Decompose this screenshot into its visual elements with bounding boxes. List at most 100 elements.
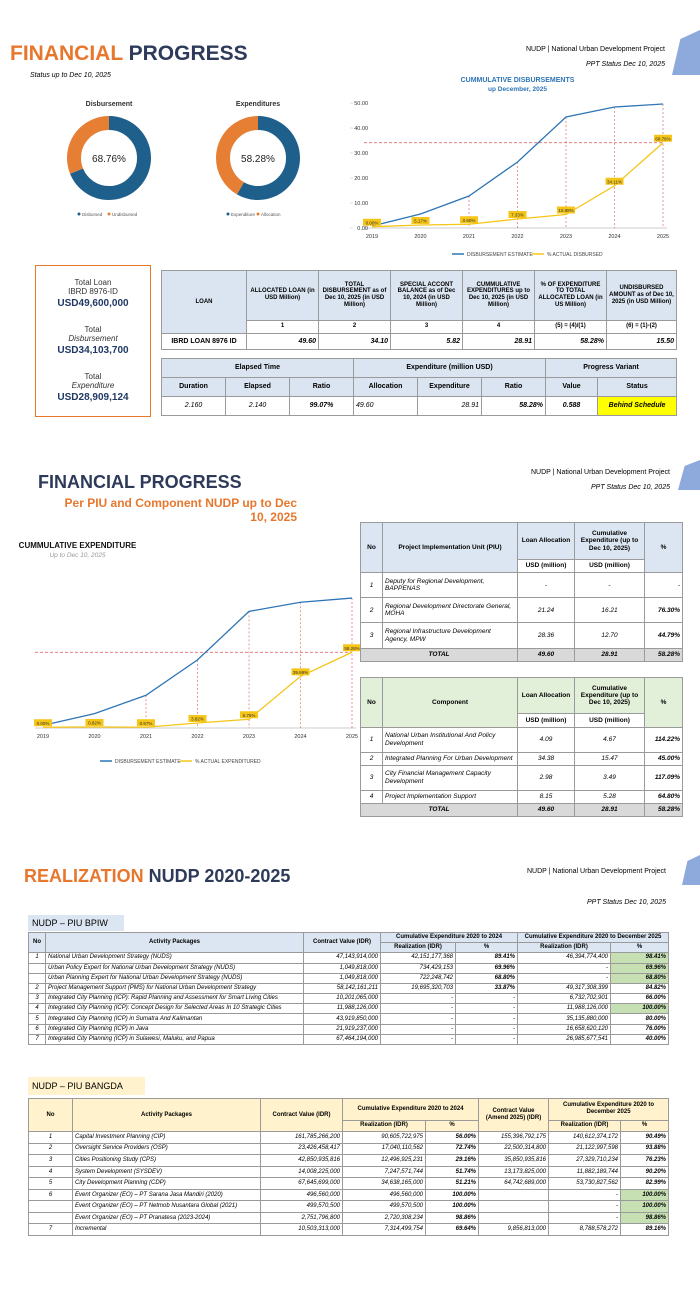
table-row: 4 System Development (SYSDEV) 14,008,225,0…: [28, 1165, 670, 1179]
header-cell: USD (million): [517, 558, 575, 574]
header-cell: Status: [597, 377, 678, 397]
table-cell: 98.86%: [620, 1211, 670, 1225]
point-label-box: [34, 719, 52, 727]
table-row: 2 Project Management Support (PMS) for Na…: [28, 982, 670, 995]
table-cell: 76.00%: [610, 1023, 670, 1035]
header-cell: Expenditure: [417, 377, 482, 397]
table-cell: 51.74%: [424, 1165, 480, 1179]
point-label-box: [460, 216, 478, 224]
table-row: 2 Integrated Planning For Urban Developme…: [360, 751, 683, 766]
x-tick-label: 2023: [560, 234, 572, 240]
table-cell: 90,605,722,975: [342, 1131, 426, 1144]
table-cell: 15.47: [574, 751, 645, 766]
table-row: 2.160 2.140 99.07% 49.60 28.91 58.28% 0.588 Beh…: [161, 396, 678, 416]
table-cell: 1: [28, 1131, 73, 1144]
table-cell: 100.00%: [610, 1003, 670, 1015]
header-cell: No: [360, 677, 383, 728]
table-row: 7 Integrated City Planning (ICP) in Sulaw…: [28, 1033, 670, 1046]
table-cell: 49.60: [517, 802, 575, 818]
summary-label: Expenditure: [71, 381, 115, 390]
table-cell: System Development (SYSDEV): [72, 1165, 261, 1179]
header-cell: Activity Packages: [45, 931, 304, 954]
heading-part: FINANCIAL: [10, 42, 123, 65]
table-row: 6 Event Organizer (EO) – PT Sarana Jasa M…: [28, 1188, 670, 1202]
header-row: LOAN ALLOCATED LOAN (in USD Million) TOTAL…: [161, 269, 677, 335]
table-cell: 67,464,194,000: [303, 1033, 381, 1046]
header-cell: LOAN: [161, 269, 247, 335]
table-cell: 10,201,065,000: [303, 993, 381, 1005]
point-label-box: [557, 206, 575, 214]
x-tick-label: 2020: [88, 734, 100, 740]
legend-label: % ACTUAL EXPENDITURED: [195, 759, 261, 765]
table-row: Urban Planning Expert for National Urban…: [28, 972, 670, 984]
table-cell: 49.60: [517, 647, 575, 663]
table-cell: TOTAL: [360, 802, 518, 818]
table-cell: 6,732,702,901: [517, 993, 612, 1005]
table-row: 4 Integrated City Planning (ICP): Concept…: [28, 1003, 670, 1015]
table-cell: Integrated City Planning (ICP) in Sumatr…: [45, 1013, 304, 1025]
header-cell: Contract Value (Amend 2025) (IDR): [478, 1097, 550, 1133]
table-cell: 100.00%: [620, 1188, 670, 1202]
point-label: 6.76%: [243, 713, 256, 718]
header-cell: 1: [246, 319, 319, 335]
table-cell: 53,730,827,562: [548, 1177, 622, 1190]
header-cell: Loan Allocation: [517, 676, 575, 715]
table-cell: 21,919,237,000: [303, 1023, 381, 1035]
table-cell: 28.91: [417, 396, 482, 416]
header-cell: SPECIAL ACCONT BALANCE as of Dec 10, 202…: [390, 270, 463, 321]
chart-subtitle: up December, 2025: [488, 86, 547, 93]
table-cell: 499,570,500: [342, 1200, 426, 1213]
table-row: 3 City Financial Management Capacity Deve…: [360, 764, 683, 791]
table-cell: -: [548, 1188, 622, 1202]
summary-label: Total: [84, 325, 102, 334]
table-cell: 2: [28, 982, 46, 995]
table-cell: 100.00%: [424, 1188, 480, 1202]
legend-label: Expenditure: [231, 212, 256, 217]
header-row: Realization (IDR)% Realization (IDR)%: [29, 942, 670, 954]
table-cell: 22,500,314,800: [478, 1142, 550, 1156]
table-row: 2 Regional Development Directorate Genera…: [360, 597, 683, 624]
point-label-box: [85, 718, 104, 726]
table-cell: 43,919,850,000: [303, 1013, 381, 1025]
table-cell: 28.91: [462, 333, 535, 350]
x-tick-label: 2019: [37, 734, 49, 740]
donut-center-label: 58.28%: [241, 154, 275, 165]
header-cell: %: [454, 942, 519, 954]
table-cell: 58,142,161,211: [303, 982, 381, 995]
table-row: TOTAL 49.60 28.91 58.28%: [360, 647, 683, 663]
table-cell: Regional Infrastructure Development Agen…: [382, 622, 518, 649]
header-cell: ALLOCATED LOAN (in USD Million): [246, 270, 319, 321]
header-cell: Ratio: [480, 377, 547, 397]
header-cell: USD (million): [574, 713, 645, 728]
table-cell: Project Management Support (PMS) for Nat…: [45, 982, 304, 995]
table-cell: -: [517, 962, 612, 974]
table-cell: 2: [360, 751, 383, 766]
table-cell: 23,426,458,417: [260, 1142, 343, 1156]
table-cell: 8,788,578,272: [548, 1223, 622, 1236]
legend-label: Allocation: [261, 212, 281, 217]
table-cell: 68.80%: [610, 972, 670, 984]
table-cell: 3: [28, 1154, 73, 1167]
header-cell: Realization (IDR): [548, 1119, 622, 1133]
org: NUDP | National Urban Development Projec…: [530, 469, 670, 476]
point-label: 5.17%: [414, 219, 427, 224]
table-cell: 89.16%: [620, 1223, 670, 1236]
y-tick-label: 30.00: [354, 151, 368, 157]
header-cell: Progress Variant: [545, 358, 678, 378]
table-cell: 72.74%: [424, 1142, 480, 1156]
table-cell: 49.60: [246, 333, 319, 350]
table-cell: 155,396,792,175: [478, 1131, 550, 1144]
table-cell: -: [548, 1211, 622, 1225]
table-cell: 13,173,825,000: [478, 1165, 550, 1179]
table-cell: 49.60: [353, 396, 418, 416]
header-cell: (6) = (1)-(2): [606, 319, 677, 335]
header-cell: USD (million): [517, 713, 575, 728]
header-cell: Realization (IDR): [380, 942, 456, 954]
table-cell: 49,317,308,399: [517, 982, 612, 995]
series-line: [42, 651, 353, 728]
table-cell: 35,135,880,000: [517, 1013, 612, 1025]
point-label-box: [137, 719, 155, 727]
table-cell: 99.07%: [289, 396, 354, 416]
series-line: [371, 103, 664, 227]
